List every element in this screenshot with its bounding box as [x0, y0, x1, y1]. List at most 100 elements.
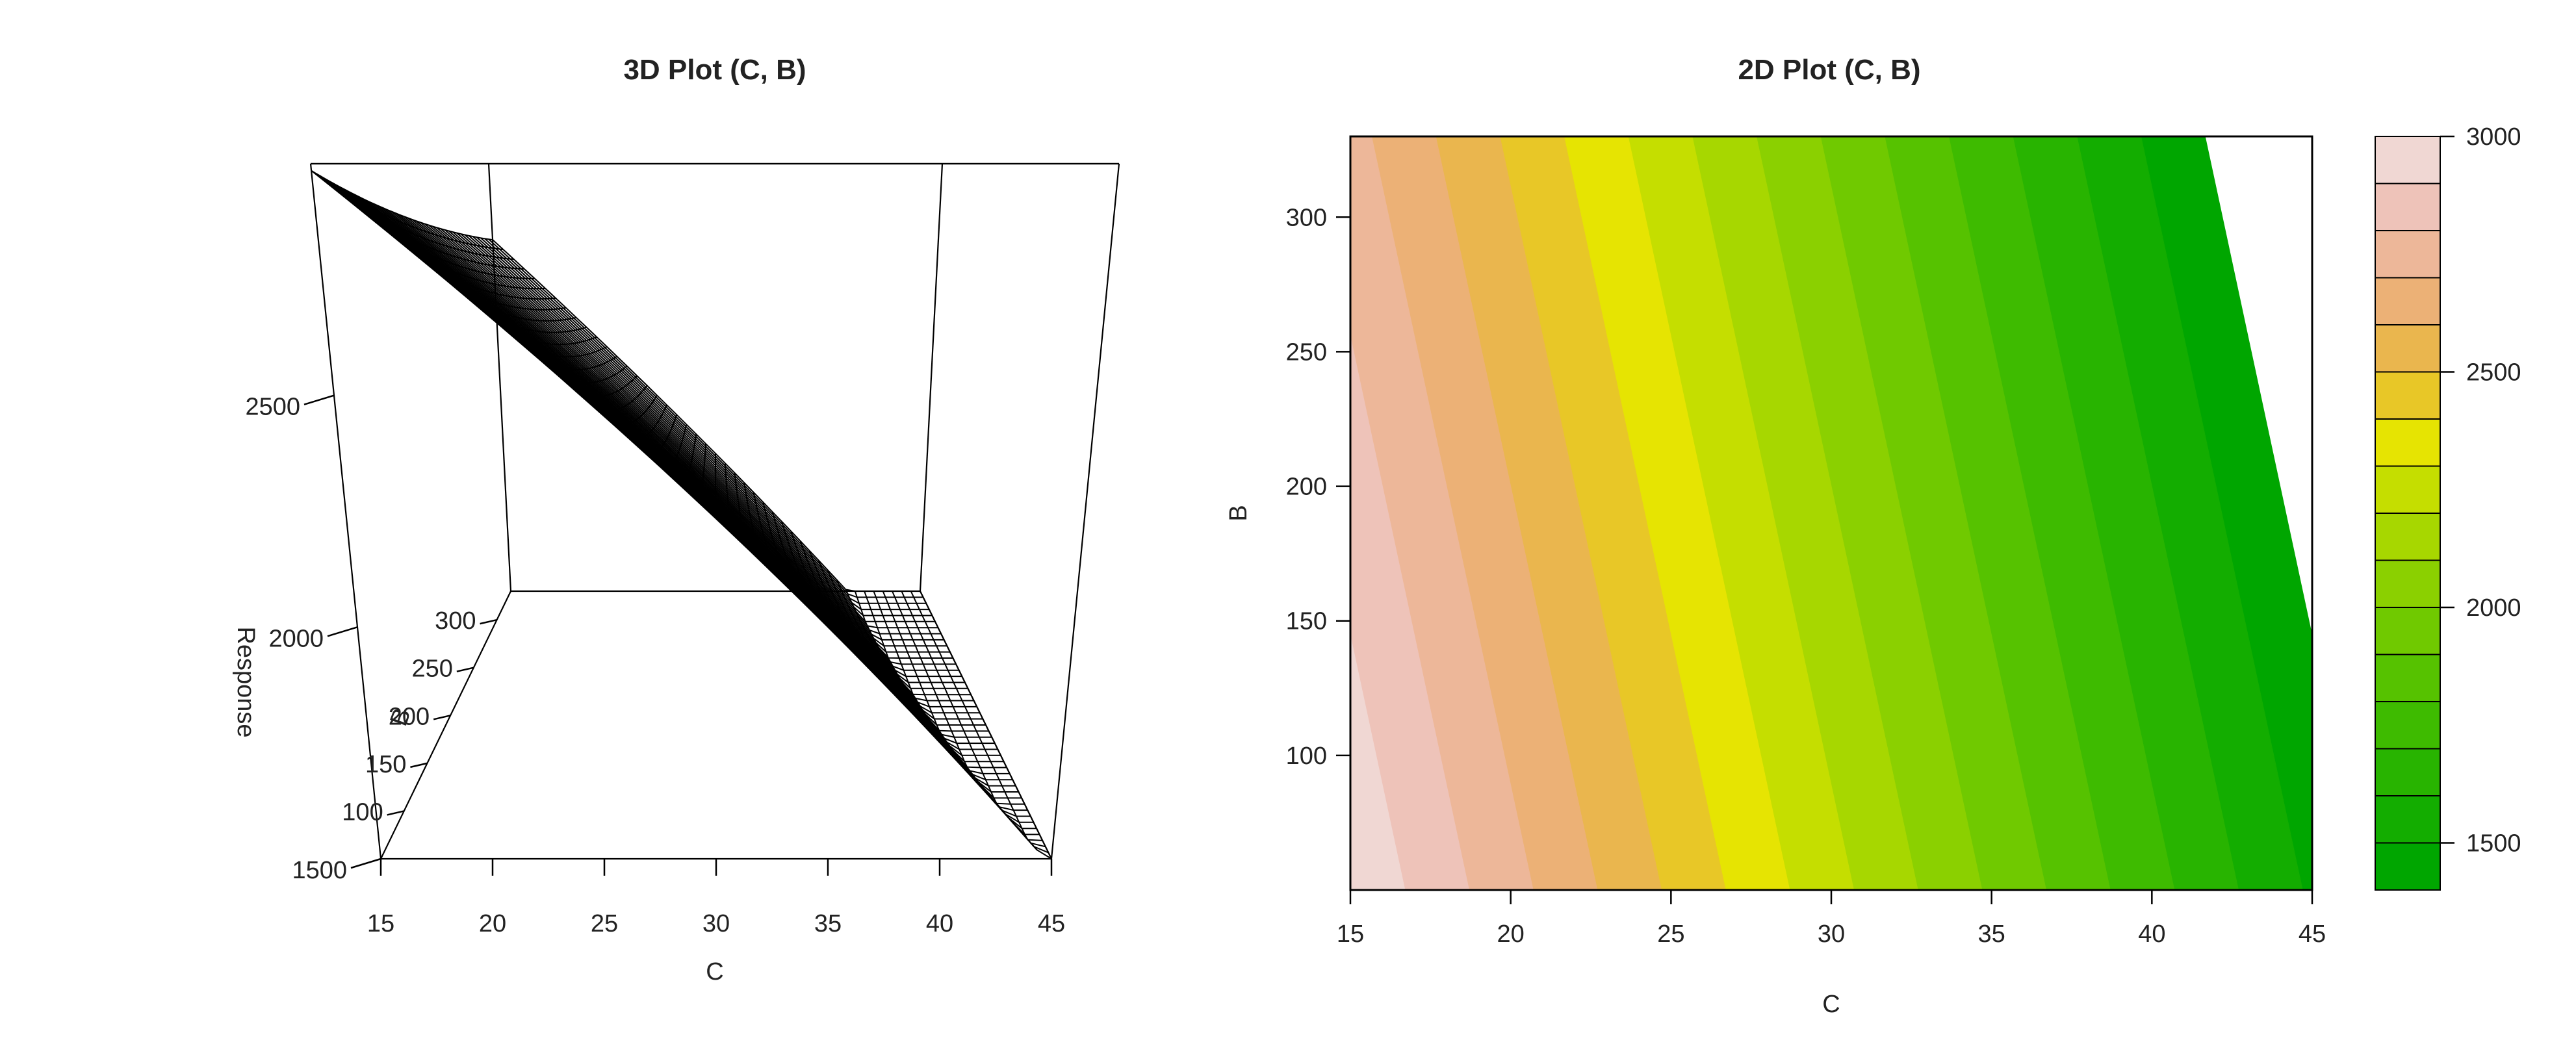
x-tick-label: 40 [926, 910, 953, 937]
x-tick-label: 45 [2299, 921, 2326, 948]
colorbar-segment [2375, 607, 2441, 655]
surface-mesh-line [424, 223, 971, 696]
z-tick-mark [303, 394, 335, 405]
y-tick-label: 100 [342, 798, 383, 826]
surface-mesh-line [456, 232, 947, 647]
colorbar-segment [2375, 371, 2441, 420]
surface-mesh-line [468, 235, 938, 629]
colorbar-segment [2375, 465, 2441, 514]
y-tick-mark [480, 618, 497, 625]
plot-3d: 3D Plot (C, B) 15 20 25 30 35 40 45 100 150 200 25… [232, 54, 1120, 985]
colorbar-tick-label: 1500 [2466, 830, 2521, 858]
colorbar-tick-label: 3000 [2466, 123, 2521, 151]
colorbar-segment [2375, 230, 2441, 279]
colorbar-segment [2375, 136, 2441, 184]
plot-3d-title: 3D Plot (C, B) [623, 54, 806, 86]
surface-mesh-line [432, 225, 965, 683]
contour-band [1350, 634, 1406, 890]
colorbar-segment [2375, 654, 2441, 702]
surface-mesh-line [472, 236, 935, 622]
y-tick-label: 250 [411, 655, 452, 683]
plot-2d-ylabel: B [1225, 505, 1252, 521]
y-tick-label: 100 [1286, 743, 1327, 770]
x-tick-label: 20 [1497, 921, 1525, 948]
surface-mesh-line [444, 229, 957, 665]
surface-mesh-line [448, 230, 953, 659]
colorbar-tick-label: 2500 [2466, 359, 2521, 387]
x-tick-label: 40 [2138, 921, 2165, 948]
box-edge [1050, 163, 1120, 859]
x-tick-label: 30 [702, 910, 730, 937]
surface-mesh-line [411, 219, 980, 714]
surface-mesh-line [476, 236, 933, 616]
colorbar-segment [2375, 513, 2441, 561]
surface-mesh-line [395, 212, 992, 738]
surface-mesh-line [484, 238, 927, 604]
z-tick-mark [350, 858, 381, 869]
surface-mesh-line [315, 172, 1049, 854]
x-tick-label: 35 [1978, 921, 2005, 948]
z-tick-label: 1500 [292, 857, 347, 884]
z-tick-label: 2500 [245, 394, 300, 421]
plot-3d-xlabel: C [706, 958, 723, 985]
x-tick-label: 25 [1657, 921, 1684, 948]
colorbar-segment [2375, 795, 2441, 844]
plot-2d-ticks: 15 20 25 30 35 40 45 100 150 200 250 300 [1286, 204, 2326, 948]
x-tick-label: 20 [479, 910, 506, 937]
surface-mesh-line [460, 233, 944, 641]
x-tick-label: 35 [814, 910, 842, 937]
y-tick-mark [410, 762, 428, 769]
colorbar-segment [2375, 418, 2441, 467]
x-tick-label: 45 [1038, 910, 1065, 937]
surface-mesh-line [420, 222, 974, 702]
box-edge [487, 163, 512, 592]
plot-2d: 2D Plot (C, B) 15 20 25 30 35 40 45 100 150 200 25… [1225, 54, 2521, 1018]
x-tick-label: 15 [1337, 921, 1364, 948]
plot-3d-box [309, 162, 1120, 860]
box-edge [380, 591, 511, 859]
colorbar-tick-label: 2000 [2466, 594, 2521, 622]
plot-2d-title: 2D Plot (C, B) [1738, 54, 1920, 86]
colorbar: 1500 2000 2500 3000 [2375, 123, 2521, 891]
surface-mesh-line [492, 239, 920, 592]
surface-mesh-line [328, 180, 1040, 835]
surface-mesh-line [440, 228, 959, 671]
y-tick-label: 200 [1286, 474, 1327, 501]
surface-mesh-line [391, 210, 995, 744]
surface-mesh-line [428, 224, 968, 689]
y-tick-label: 150 [1286, 608, 1327, 635]
plot-3d-zlabel: Response [232, 626, 259, 737]
surface-mesh-line [464, 234, 942, 635]
contour-bands [1350, 136, 2312, 890]
surface-mesh-line [387, 209, 998, 750]
surface-mesh-line [407, 217, 983, 720]
x-tick-label: 25 [591, 910, 618, 937]
plot-2d-xlabel: C [1822, 991, 1840, 1018]
surface-mesh-line [404, 216, 986, 726]
surface-mesh-line [480, 237, 929, 611]
colorbar-segment [2375, 324, 2441, 373]
x-tick-label: 15 [367, 910, 394, 937]
colorbar-segment [2375, 277, 2441, 325]
colorbar-segment [2375, 183, 2441, 231]
z-tick-mark [327, 626, 358, 637]
z-tick-label: 2000 [268, 625, 324, 652]
surface-mesh-line [452, 231, 950, 653]
y-tick-label: 200 [389, 703, 430, 730]
surface-mesh-line [399, 214, 989, 732]
colorbar-segment [2375, 701, 2441, 750]
y-tick-label: 150 [365, 751, 406, 778]
surface-mesh-line [415, 220, 977, 707]
box-edge [919, 163, 944, 592]
surface-mesh-line [311, 170, 1052, 859]
colorbar-segment [2375, 748, 2441, 796]
colorbar-segment [2375, 559, 2441, 608]
colorbar-segment [2375, 842, 2441, 891]
y-tick-mark [456, 667, 474, 672]
surface-mesh-line [488, 238, 923, 598]
plot-3d-surface [311, 170, 1052, 859]
y-tick-label: 300 [435, 607, 476, 635]
x-tick-label: 30 [1818, 921, 1845, 948]
box-edge [309, 163, 382, 859]
